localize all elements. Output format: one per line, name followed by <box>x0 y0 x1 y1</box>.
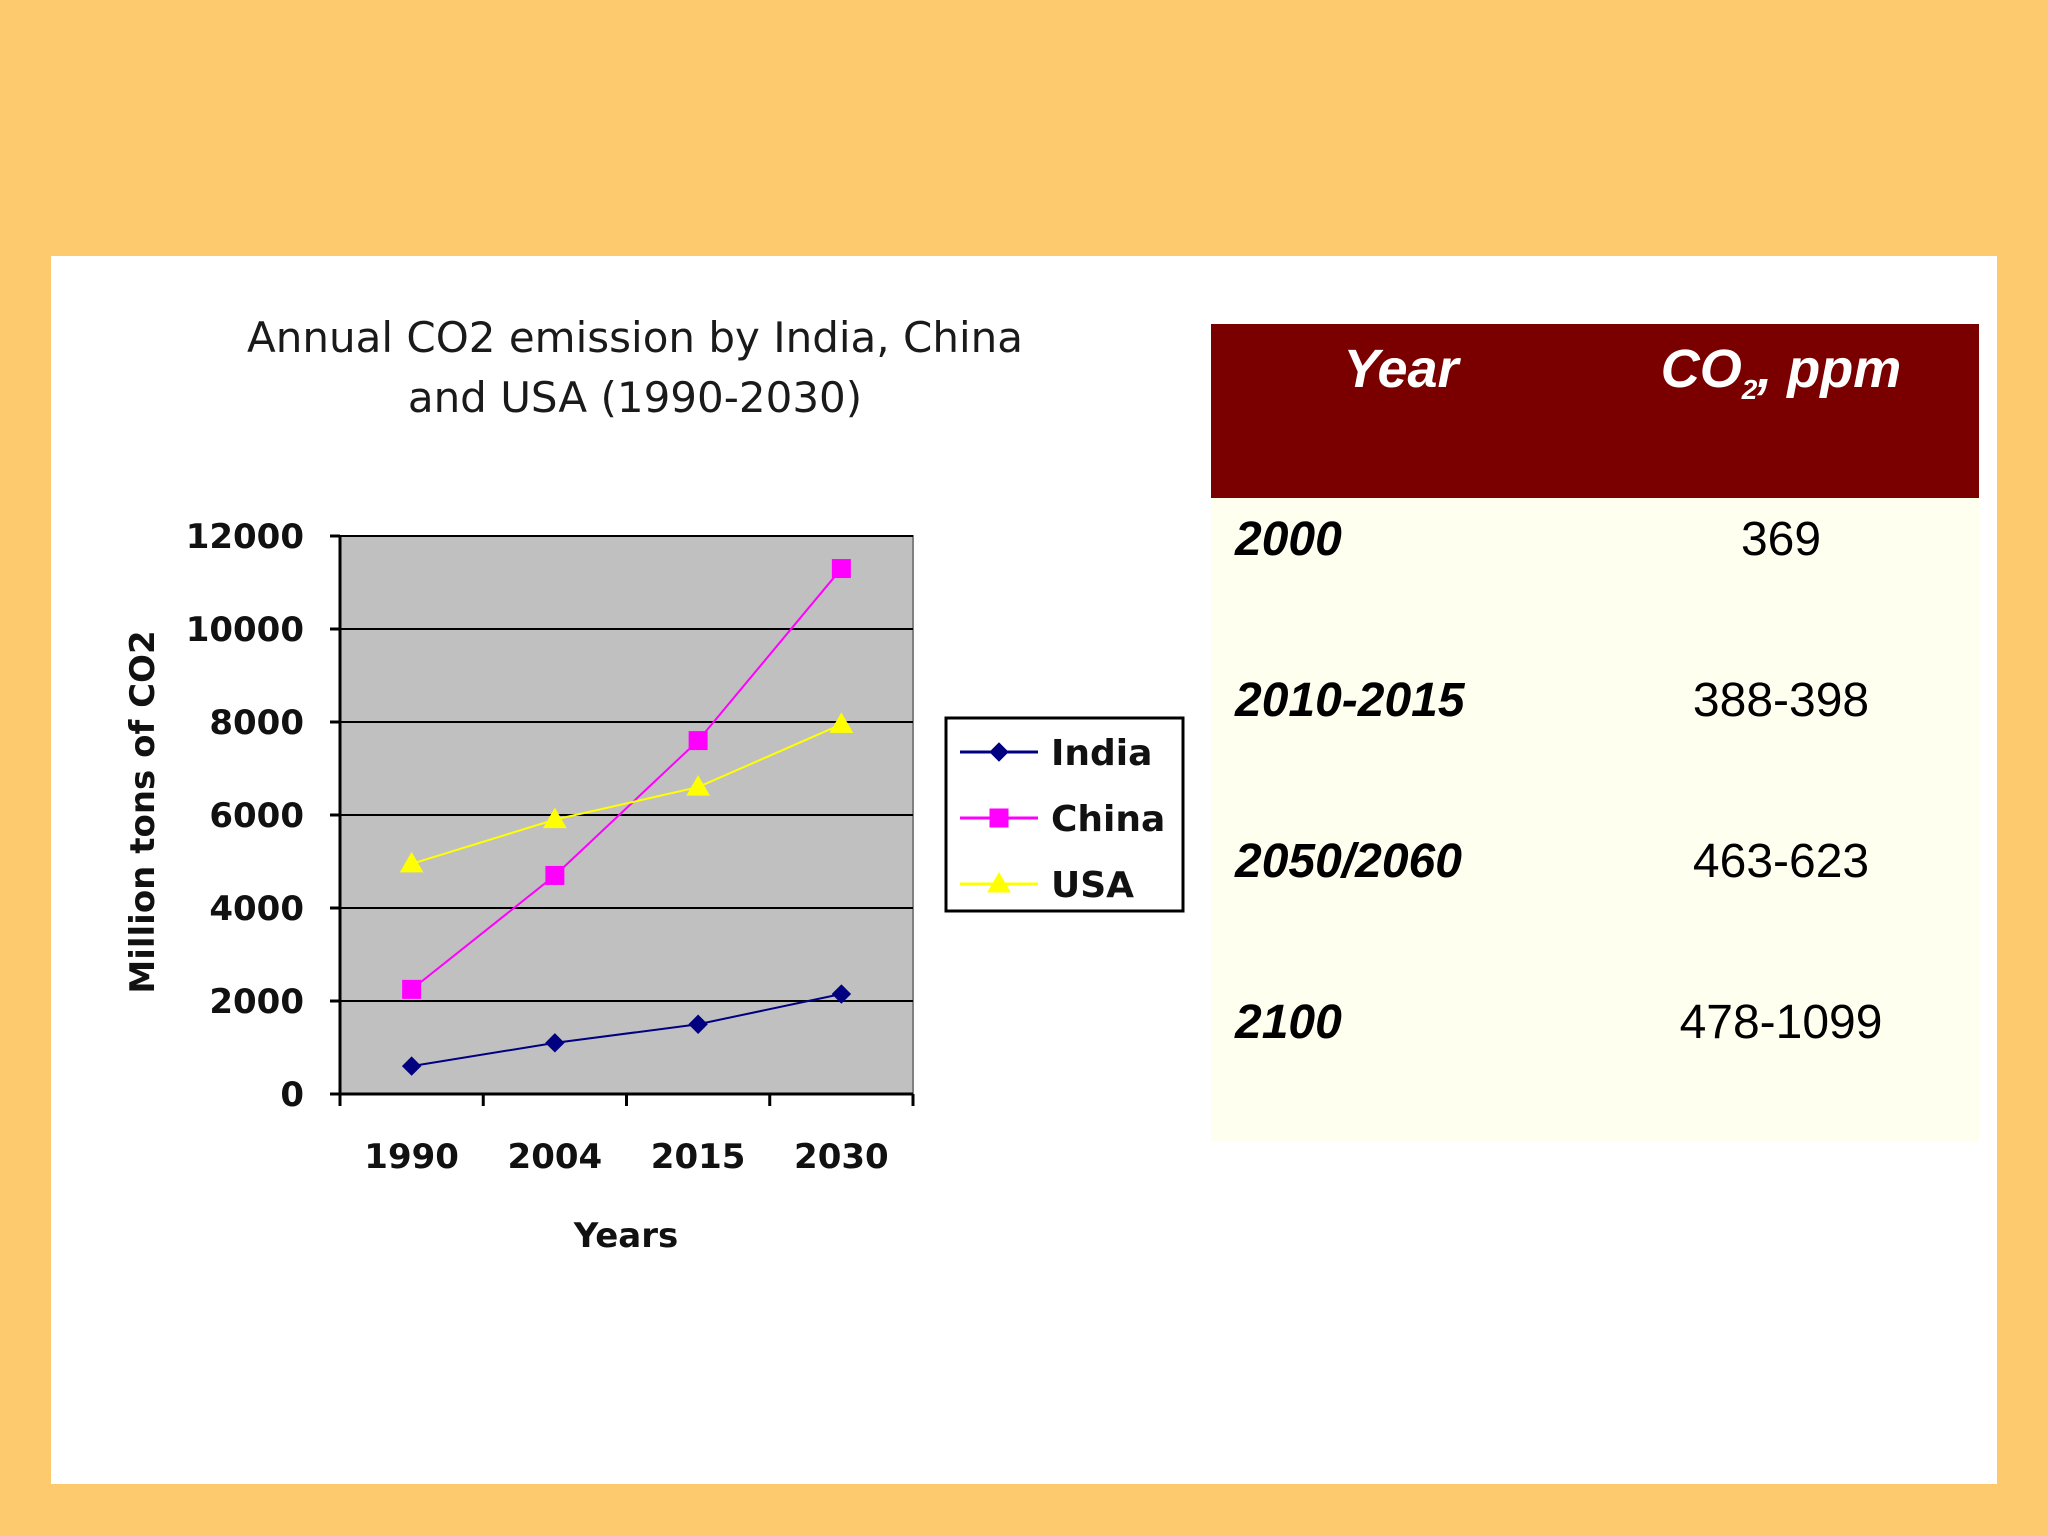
data-point-usa <box>399 851 424 873</box>
y-tick-label: 2000 <box>209 982 304 1022</box>
data-point-china <box>688 731 708 751</box>
x-tick-label: 1990 <box>364 1137 459 1177</box>
header-co2-unit: , ppm <box>1757 339 1902 399</box>
table-row: 2050/2060 463-623 <box>1211 834 1979 914</box>
data-point-china <box>831 559 851 579</box>
series-line-india <box>411 993 842 1068</box>
y-tick-label: 10000 <box>186 610 304 650</box>
legend-label-india: India <box>1051 733 1152 774</box>
legend-items: India China USA <box>960 733 1165 906</box>
y-tick-label: 12000 <box>186 517 304 557</box>
row-year: 2050/2060 <box>1235 835 1462 888</box>
legend: India China USA <box>944 716 1185 913</box>
series-china <box>402 559 851 999</box>
header-co2-main: CO <box>1660 339 1742 399</box>
y-axis-title: Million tons of CO2 <box>123 630 163 993</box>
y-tick-label: 6000 <box>209 796 304 836</box>
row-value: 478-1099 <box>1679 996 1883 1049</box>
data-point-india <box>831 984 852 1004</box>
y-tick-label: 0 <box>280 1075 304 1115</box>
y-tick-label: 8000 <box>209 703 304 743</box>
row-value: 369 <box>1740 513 1822 566</box>
x-tick-label: 2004 <box>508 1137 603 1177</box>
x-axis-title: Years <box>573 1216 679 1256</box>
chart-title-line-1: Annual CO2 emission by India, China <box>247 313 1023 362</box>
row-year: 2000 <box>1235 513 1342 566</box>
row-year: 2010-2015 <box>1235 674 1465 727</box>
series-line-usa <box>411 723 842 865</box>
header-year: Year <box>1343 339 1459 399</box>
y-axis-ticks: 0 2000 4000 6000 8000 10000 12000 <box>186 517 340 1115</box>
data-point-india <box>401 1056 422 1076</box>
legend-marker-usa <box>987 872 1011 893</box>
data-point-india <box>545 1033 565 1053</box>
emission-chart: Annual CO2 emission by India, China and … <box>123 313 1185 1256</box>
chart-title-line-2: and USA (1990-2030) <box>408 373 862 422</box>
data-point-usa <box>543 807 567 829</box>
legend-label-china: China <box>1051 799 1165 840</box>
header-co2-subscript: 2 <box>1741 373 1758 405</box>
data-point-china <box>545 865 565 885</box>
x-tick-label: 2030 <box>794 1137 889 1177</box>
data-point-usa <box>686 775 710 796</box>
row-value: 388-398 <box>1692 674 1870 727</box>
row-year: 2100 <box>1235 996 1342 1049</box>
co2-table: Year CO2, ppm 2000 369 2010-2015 388-398… <box>1211 324 1979 1142</box>
grid-lines <box>340 535 913 1002</box>
header-co2: CO2, ppm <box>1611 338 1951 406</box>
x-tick-label: 2015 <box>651 1137 746 1177</box>
table-row: 2100 478-1099 <box>1211 995 1979 1075</box>
legend-box <box>944 716 1185 913</box>
series-india <box>401 984 852 1076</box>
legend-marker-china <box>989 808 1009 828</box>
x-axis-ticks: 1990 2004 2015 2030 <box>338 1094 915 1177</box>
series-line-china <box>411 567 843 991</box>
legend-label-usa: USA <box>1051 865 1134 906</box>
data-point-usa <box>829 712 854 733</box>
data-point-india <box>688 1014 708 1034</box>
table-row: 2010-2015 388-398 <box>1211 673 1979 753</box>
legend-marker-india <box>989 742 1009 762</box>
data-point-china <box>402 979 422 999</box>
series-group <box>399 559 854 1076</box>
table-row: 2000 369 <box>1211 512 1979 592</box>
row-value: 463-623 <box>1692 835 1870 888</box>
table-header: Year CO2, ppm <box>1211 324 1979 498</box>
y-tick-label: 4000 <box>209 889 304 929</box>
series-usa <box>399 712 854 873</box>
